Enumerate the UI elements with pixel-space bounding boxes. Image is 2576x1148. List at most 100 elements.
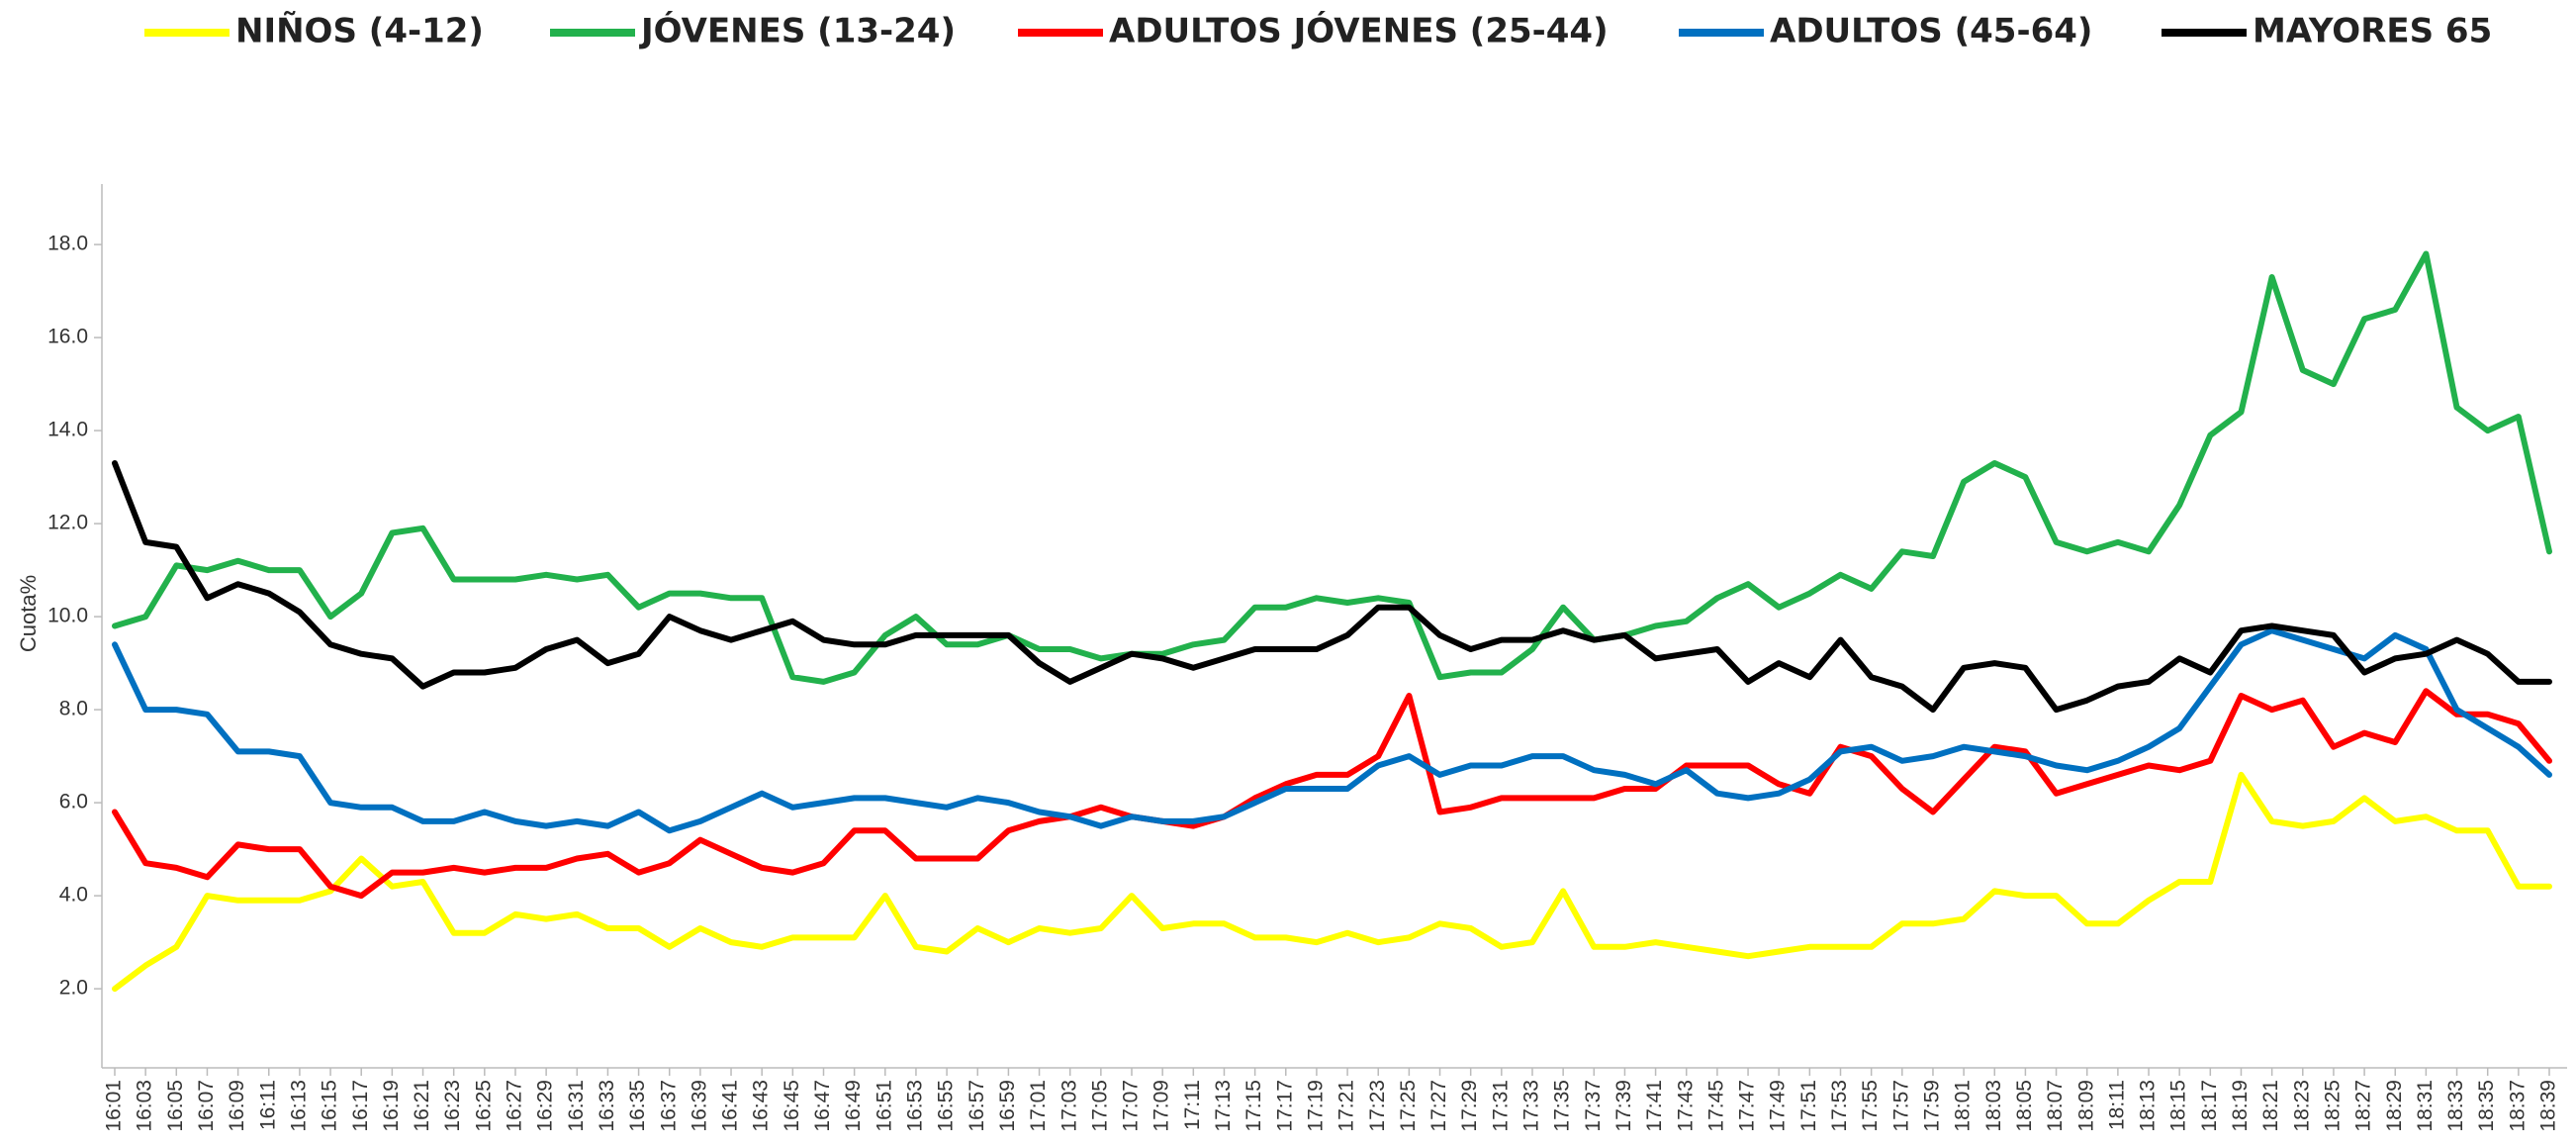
y-tick-label: 18.0	[47, 233, 88, 255]
x-tick-label: 16:01	[103, 1080, 126, 1132]
y-tick-label: 4.0	[59, 884, 88, 907]
x-tick-label: 17:27	[1427, 1080, 1450, 1132]
x-tick-label: 16:07	[195, 1080, 218, 1132]
x-tick-label: 18:27	[2352, 1080, 2375, 1132]
x-tick-label: 16:05	[164, 1080, 187, 1132]
series-line	[112, 771, 2552, 993]
x-tick-label: 18:19	[2229, 1080, 2252, 1132]
x-tick-label: 17:31	[1489, 1080, 1512, 1132]
x-tick-label: 17:05	[1088, 1080, 1111, 1132]
x-tick-label: 17:15	[1242, 1080, 1265, 1132]
x-tick-label: 17:07	[1120, 1080, 1143, 1132]
x-tick-label: 16:55	[935, 1080, 958, 1132]
x-tick-label: 16:49	[842, 1080, 865, 1132]
x-tick-label: 16:45	[781, 1080, 803, 1132]
legend-label: ADULTOS (45-64)	[1770, 12, 2092, 51]
x-tick-label: 16:11	[256, 1080, 279, 1130]
series-line	[112, 627, 2552, 834]
x-tick-label: 18:07	[2044, 1080, 2067, 1132]
x-tick-label: 17:19	[1304, 1080, 1327, 1132]
x-tick-label: 18:01	[1952, 1080, 1975, 1132]
x-tick-label: 16:15	[319, 1080, 341, 1132]
legend-label: JÓVENES (13-24)	[639, 11, 956, 51]
x-tick-label: 18:31	[2414, 1080, 2437, 1132]
x-tick-label: 18:17	[2198, 1080, 2221, 1132]
x-tick-label: 18:29	[2383, 1080, 2406, 1132]
x-tick-label: 16:35	[626, 1080, 649, 1132]
x-tick-label: 16:25	[472, 1080, 495, 1132]
series-line	[112, 688, 2552, 900]
series-line	[112, 250, 2552, 685]
x-tick-label: 17:09	[1150, 1080, 1173, 1132]
x-tick-label: 16:33	[596, 1080, 618, 1132]
x-tick-label: 16:23	[441, 1080, 464, 1132]
x-tick-label: 18:11	[2105, 1080, 2128, 1130]
x-tick-label: 16:29	[534, 1080, 557, 1132]
x-tick-label: 17:13	[1212, 1080, 1235, 1132]
legend-label: ADULTOS JÓVENES (25-44)	[1109, 11, 1609, 51]
x-tick-label: 17:29	[1458, 1080, 1481, 1132]
x-tick-label: 16:13	[287, 1080, 310, 1132]
y-tick-label: 8.0	[59, 698, 88, 720]
x-tick-label: 16:53	[903, 1080, 926, 1132]
y-tick-label: 2.0	[59, 977, 88, 1000]
x-tick-label: 17:33	[1520, 1080, 1543, 1132]
x-tick-label: 17:11	[1181, 1080, 1204, 1130]
x-tick-label: 17:21	[1335, 1080, 1358, 1132]
legend-label: MAYORES 65	[2253, 12, 2492, 51]
x-tick-label: 17:57	[1889, 1080, 1912, 1132]
x-tick-label: 16:31	[565, 1080, 588, 1132]
x-tick-label: 16:03	[134, 1080, 156, 1132]
x-tick-label: 17:25	[1397, 1080, 1420, 1132]
x-tick-label: 18:33	[2444, 1080, 2467, 1132]
x-tick-label: 17:39	[1612, 1080, 1635, 1132]
x-tick-label: 17:43	[1674, 1080, 1697, 1132]
x-tick-label: 16:41	[719, 1080, 742, 1132]
x-tick-label: 16:51	[873, 1080, 895, 1132]
x-tick-label: 17:37	[1582, 1080, 1605, 1132]
y-tick-label: 14.0	[47, 419, 88, 441]
x-tick-label: 16:39	[688, 1080, 710, 1132]
x-tick-label: 16:57	[966, 1080, 988, 1132]
x-tick-label: 18:13	[2137, 1080, 2160, 1132]
x-tick-label: 16:37	[657, 1080, 680, 1132]
x-tick-label: 17:53	[1828, 1080, 1851, 1132]
x-tick-label: 18:35	[2475, 1080, 2498, 1132]
x-tick-label: 18:03	[1982, 1080, 2005, 1132]
x-tick-label: 18:25	[2321, 1080, 2344, 1132]
x-tick-label: 17:35	[1551, 1080, 1574, 1132]
x-tick-label: 17:23	[1366, 1080, 1389, 1132]
x-tick-label: 17:17	[1273, 1080, 1296, 1132]
legend-label: NIÑOS (4-12)	[235, 11, 484, 51]
x-tick-label: 17:49	[1767, 1080, 1790, 1132]
x-tick-label: 16:59	[996, 1080, 1019, 1132]
x-tick-label: 16:19	[380, 1080, 403, 1132]
x-tick-label: 17:59	[1921, 1080, 1944, 1132]
x-tick-label: 17:55	[1859, 1080, 1882, 1132]
x-tick-label: 16:21	[411, 1080, 433, 1132]
x-tick-label: 18:39	[2537, 1080, 2560, 1132]
x-tick-label: 18:37	[2506, 1080, 2529, 1132]
y-tick-label: 16.0	[47, 326, 88, 348]
y-axis-label: Cuota%	[16, 575, 41, 652]
x-tick-label: 17:03	[1058, 1080, 1080, 1132]
x-tick-label: 16:47	[811, 1080, 834, 1132]
x-tick-label: 17:01	[1027, 1080, 1050, 1132]
x-tick-label: 16:09	[226, 1080, 248, 1132]
y-tick-label: 10.0	[47, 605, 88, 627]
x-tick-label: 18:15	[2167, 1080, 2190, 1132]
x-tick-label: 16:27	[504, 1080, 526, 1132]
x-tick-label: 16:17	[349, 1080, 372, 1132]
y-tick-label: 6.0	[59, 791, 88, 813]
x-tick-label: 17:47	[1736, 1080, 1759, 1132]
x-tick-label: 16:43	[750, 1080, 773, 1132]
x-tick-label: 17:45	[1704, 1080, 1727, 1132]
x-tick-label: 17:41	[1643, 1080, 1666, 1132]
x-tick-label: 18:23	[2290, 1080, 2313, 1132]
x-tick-label: 17:51	[1797, 1080, 1820, 1132]
y-tick-label: 12.0	[47, 512, 88, 534]
x-tick-label: 18:21	[2259, 1080, 2282, 1132]
x-tick-label: 18:09	[2074, 1080, 2097, 1132]
x-tick-label: 18:05	[2013, 1080, 2036, 1132]
